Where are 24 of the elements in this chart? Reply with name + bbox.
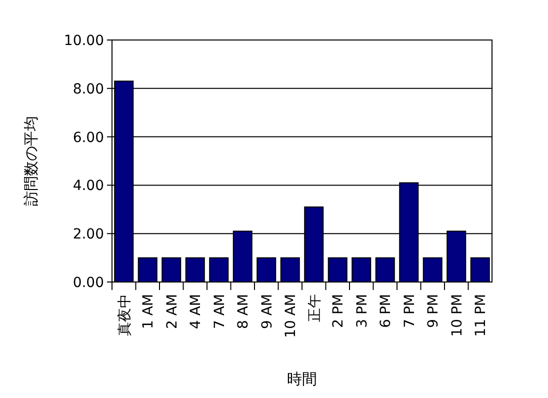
x-tick-label: 4 AM	[188, 294, 204, 330]
x-tick-label: 2 PM	[330, 294, 347, 328]
x-tick-label: 11 PM	[473, 294, 490, 337]
x-tick-label: 9 AM	[259, 294, 276, 330]
x-tick-label: 3 PM	[354, 294, 370, 328]
x-tick-label: 2 AM	[164, 294, 180, 330]
y-tick-label: 10.00	[64, 33, 104, 49]
y-axis-title: 訪問数の平均	[22, 116, 40, 206]
x-tick-label: 1 AM	[140, 294, 157, 330]
x-tick-label: 10 PM	[449, 294, 466, 337]
y-tick-label: 2.00	[72, 226, 104, 243]
x-tick-label: 真夜中	[116, 294, 133, 336]
x-tick-label: 正午	[306, 294, 323, 322]
x-tick-label: 8 AM	[236, 294, 252, 330]
x-tick-label: 10 AM	[283, 294, 300, 338]
y-tick-label: 4.00	[72, 178, 104, 194]
x-tick-label: 7 AM	[212, 294, 228, 330]
x-tick-label: 6 PM	[378, 294, 394, 328]
y-tick-label: 8.00	[72, 81, 104, 98]
x-tick-label: 7 PM	[402, 294, 418, 328]
x-tick-label: 9 PM	[426, 294, 442, 328]
y-tick-label: 6.00	[72, 130, 104, 146]
y-tick-label: 0.00	[72, 275, 104, 291]
x-axis-title: 時間	[287, 370, 317, 388]
